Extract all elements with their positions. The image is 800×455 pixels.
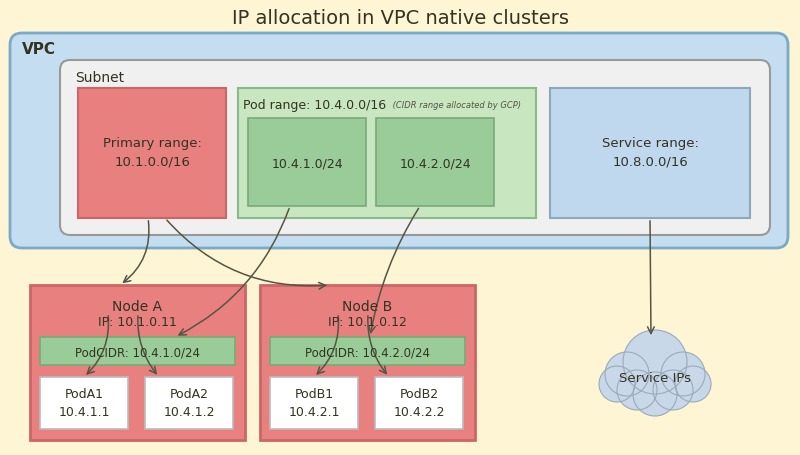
Text: Primary range:: Primary range:: [102, 136, 202, 150]
Bar: [78, 88, 226, 218]
FancyBboxPatch shape: [10, 33, 788, 248]
Circle shape: [599, 366, 635, 402]
Text: Service range:: Service range:: [602, 136, 698, 150]
Bar: [248, 118, 366, 206]
Text: Node B: Node B: [342, 300, 393, 314]
Bar: [40, 337, 235, 365]
Text: Pod range: 10.4.0.0/16: Pod range: 10.4.0.0/16: [243, 98, 386, 111]
Text: PodA2: PodA2: [170, 389, 209, 401]
Bar: [376, 118, 494, 206]
Circle shape: [661, 352, 705, 396]
Bar: [30, 285, 245, 440]
Bar: [145, 377, 233, 429]
Circle shape: [617, 370, 657, 410]
Bar: [270, 377, 358, 429]
Bar: [375, 377, 463, 429]
Text: PodB1: PodB1: [294, 389, 334, 401]
Text: IP allocation in VPC native clusters: IP allocation in VPC native clusters: [231, 9, 569, 27]
Text: 10.4.1.0/24: 10.4.1.0/24: [271, 157, 343, 171]
Circle shape: [623, 330, 687, 394]
Text: 10.4.2.0/24: 10.4.2.0/24: [399, 157, 471, 171]
Bar: [550, 88, 750, 218]
Bar: [238, 88, 536, 218]
Bar: [40, 377, 128, 429]
Text: PodA1: PodA1: [65, 389, 103, 401]
Circle shape: [675, 366, 711, 402]
Text: Service IPs: Service IPs: [619, 371, 691, 384]
Circle shape: [633, 372, 677, 416]
Text: IP: 10.1.0.12: IP: 10.1.0.12: [328, 317, 407, 329]
Text: VPC: VPC: [22, 42, 56, 57]
Text: Subnet: Subnet: [75, 71, 124, 85]
Text: Node A: Node A: [113, 300, 162, 314]
Text: 10.4.1.1: 10.4.1.1: [58, 405, 110, 419]
Text: 10.8.0.0/16: 10.8.0.0/16: [612, 156, 688, 168]
Text: 10.1.0.0/16: 10.1.0.0/16: [114, 156, 190, 168]
Bar: [270, 337, 465, 365]
Text: IP: 10.1.0.11: IP: 10.1.0.11: [98, 317, 177, 329]
Circle shape: [653, 370, 693, 410]
Text: (CIDR range allocated by GCP): (CIDR range allocated by GCP): [390, 101, 521, 110]
Text: 10.4.2.2: 10.4.2.2: [394, 405, 445, 419]
Text: PodCIDR: 10.4.2.0/24: PodCIDR: 10.4.2.0/24: [305, 347, 430, 359]
Circle shape: [605, 352, 649, 396]
Bar: [260, 285, 475, 440]
Text: PodB2: PodB2: [399, 389, 438, 401]
Text: 10.4.2.1: 10.4.2.1: [288, 405, 340, 419]
Text: PodCIDR: 10.4.1.0/24: PodCIDR: 10.4.1.0/24: [75, 347, 200, 359]
Text: 10.4.1.2: 10.4.1.2: [163, 405, 214, 419]
FancyBboxPatch shape: [60, 60, 770, 235]
